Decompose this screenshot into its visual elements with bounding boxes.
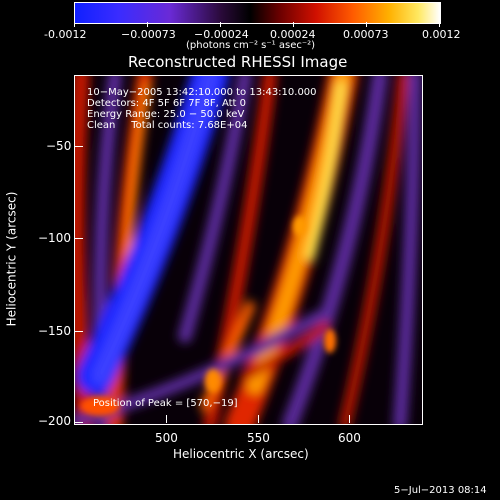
rhessi-image xyxy=(75,76,422,424)
x-tick-label: 500 xyxy=(155,431,178,445)
colorbar-tick-label: −0.00073 xyxy=(121,28,176,41)
colorbar xyxy=(74,2,441,24)
annotation-clean-counts: Clean Total counts: 7.68E+04 xyxy=(87,120,248,131)
colorbar-tick-mark xyxy=(74,22,75,27)
colorbar-tick-mark xyxy=(366,22,367,27)
plot-title: Reconstructed RHESSI Image xyxy=(128,53,348,71)
colorbar-tick-mark xyxy=(439,22,440,27)
y-tick-mark xyxy=(75,331,83,332)
y-tick-mark xyxy=(75,238,83,239)
annotation-peak-position: Position of Peak = [570,−19] xyxy=(93,398,238,409)
colorbar-tick-label: -0.0012 xyxy=(44,28,87,41)
colorbar-tick-label: 0.00073 xyxy=(343,28,389,41)
timestamp: 5−Jul−2013 08:14 xyxy=(394,485,487,496)
y-axis-label: Heliocentric Y (arcsec) xyxy=(4,191,19,327)
y-tick-label: −200 xyxy=(38,414,71,428)
x-tick-label: 550 xyxy=(247,431,270,445)
x-tick-label: 600 xyxy=(338,431,361,445)
colorbar-tick-mark xyxy=(147,22,148,27)
annotation-energy-range: Energy Range: 25.0 − 50.0 keV xyxy=(87,109,245,120)
colorbar-tick-mark xyxy=(220,22,221,27)
colorbar-units-label: (photons cm⁻² s⁻¹ asec⁻²) xyxy=(186,40,316,51)
colorbar-tick-label: 0.00024 xyxy=(270,28,316,41)
colorbar-tick-mark xyxy=(293,22,294,27)
image-frame: 10−May−2005 13:42:10.000 to 13:43:10.000… xyxy=(74,75,423,425)
colorbar-tick-label: 0.0012 xyxy=(422,28,461,41)
y-tick-mark xyxy=(75,422,83,423)
y-tick-label: −150 xyxy=(38,324,71,338)
y-tick-label: −100 xyxy=(38,231,71,245)
x-tick-mark xyxy=(258,415,259,423)
x-axis-label: Heliocentric X (arcsec) xyxy=(173,447,309,461)
colorbar-tick-label: −0.00024 xyxy=(194,28,249,41)
y-tick-label: −50 xyxy=(46,139,72,153)
x-tick-mark xyxy=(166,415,167,423)
x-tick-mark xyxy=(349,415,350,423)
annotation-time-range: 10−May−2005 13:42:10.000 to 13:43:10.000 xyxy=(87,87,317,98)
y-tick-mark xyxy=(75,146,83,147)
annotation-detectors: Detectors: 4F 5F 6F 7F 8F, Att 0 xyxy=(87,98,247,109)
